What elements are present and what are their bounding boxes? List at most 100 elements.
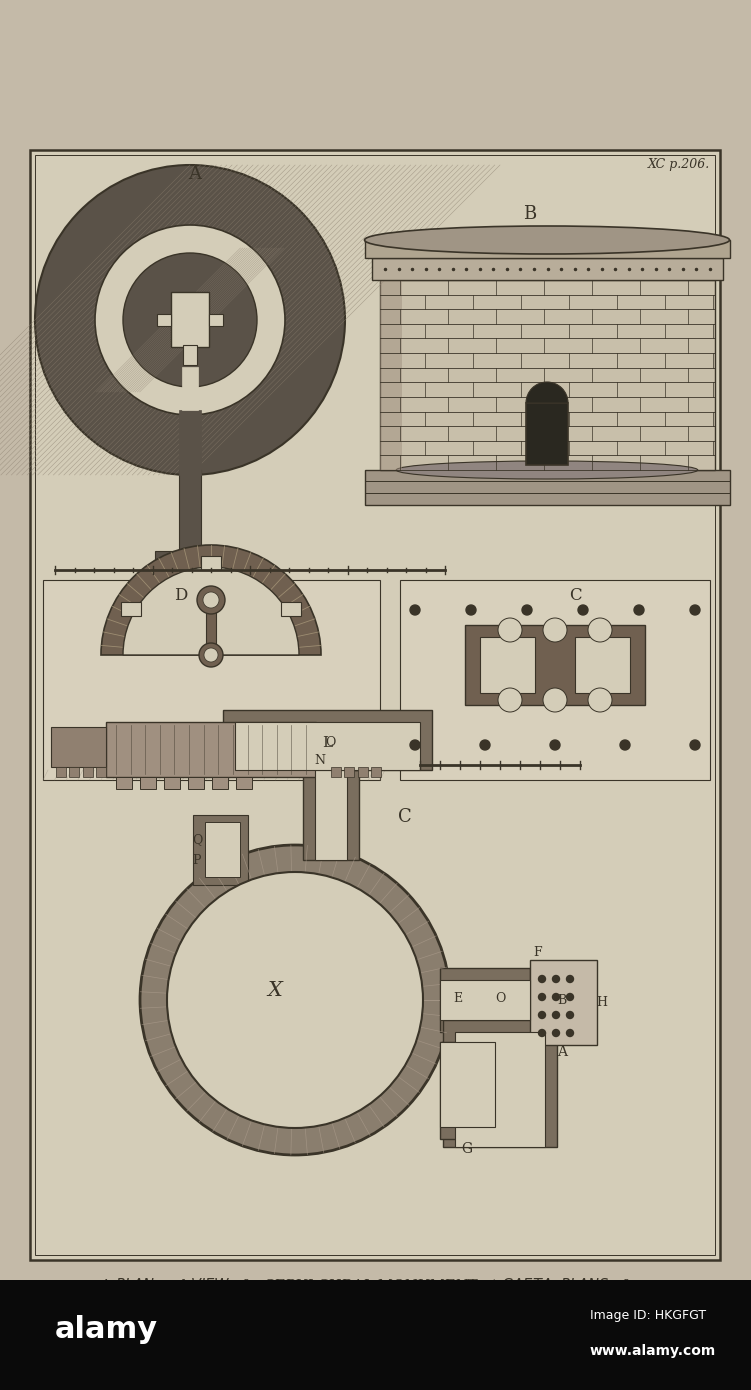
Circle shape bbox=[95, 225, 285, 416]
Circle shape bbox=[543, 688, 567, 712]
Text: XC p.206.: XC p.206. bbox=[648, 158, 710, 171]
Bar bbox=[83, 767, 92, 777]
Bar bbox=[96, 767, 106, 777]
Circle shape bbox=[566, 1030, 574, 1037]
Circle shape bbox=[410, 739, 420, 751]
Circle shape bbox=[35, 165, 345, 475]
Circle shape bbox=[199, 644, 223, 667]
Bar bbox=[155, 550, 225, 563]
Bar bbox=[0, 1280, 751, 1390]
Circle shape bbox=[538, 976, 545, 983]
Bar bbox=[380, 279, 715, 470]
Bar bbox=[236, 777, 252, 790]
Bar bbox=[443, 1020, 557, 1147]
Circle shape bbox=[620, 739, 630, 751]
Bar bbox=[331, 767, 341, 777]
Bar bbox=[43, 580, 380, 780]
Wedge shape bbox=[526, 382, 568, 403]
Text: A: A bbox=[557, 1045, 567, 1059]
Bar bbox=[365, 470, 730, 505]
Polygon shape bbox=[380, 279, 402, 470]
Bar bbox=[122, 602, 141, 616]
Text: N: N bbox=[315, 753, 325, 766]
Circle shape bbox=[553, 1030, 559, 1037]
Circle shape bbox=[588, 688, 612, 712]
Bar bbox=[480, 637, 535, 694]
Text: A $\mathit{PLAN}$ and $\mathit{VIEW}$ of a SEPULCHRAL MONUMENT at $\mathit{GAETA: A $\mathit{PLAN}$ and $\mathit{VIEW}$ of… bbox=[100, 1276, 650, 1294]
Circle shape bbox=[553, 976, 559, 983]
Circle shape bbox=[140, 845, 450, 1155]
Circle shape bbox=[550, 739, 560, 751]
Text: B: B bbox=[557, 994, 566, 1006]
Bar bbox=[530, 960, 597, 1045]
Circle shape bbox=[553, 994, 559, 1001]
Circle shape bbox=[566, 1012, 574, 1019]
Text: E: E bbox=[454, 991, 463, 1005]
Bar bbox=[51, 727, 106, 767]
Bar bbox=[157, 314, 171, 327]
Bar bbox=[303, 770, 359, 860]
Text: alamy: alamy bbox=[55, 1315, 158, 1344]
Bar bbox=[106, 721, 316, 777]
Circle shape bbox=[543, 619, 567, 642]
Circle shape bbox=[566, 994, 574, 1001]
Bar bbox=[526, 403, 568, 466]
Ellipse shape bbox=[397, 461, 698, 480]
Bar bbox=[209, 314, 223, 327]
Circle shape bbox=[690, 739, 700, 751]
Bar bbox=[465, 626, 645, 705]
Text: L: L bbox=[322, 735, 332, 751]
Circle shape bbox=[538, 1030, 545, 1037]
Bar bbox=[205, 821, 240, 877]
Bar bbox=[455, 1031, 545, 1147]
Bar bbox=[400, 580, 710, 780]
Text: Q: Q bbox=[192, 834, 202, 847]
Circle shape bbox=[466, 605, 476, 614]
Bar bbox=[179, 470, 201, 555]
Circle shape bbox=[197, 587, 225, 614]
Circle shape bbox=[538, 994, 545, 1001]
Bar bbox=[183, 345, 197, 366]
Circle shape bbox=[167, 872, 423, 1129]
Circle shape bbox=[538, 1012, 545, 1019]
Circle shape bbox=[588, 619, 612, 642]
Circle shape bbox=[410, 605, 420, 614]
Ellipse shape bbox=[364, 227, 729, 254]
Circle shape bbox=[203, 592, 219, 607]
Bar bbox=[116, 777, 132, 790]
Bar bbox=[326, 727, 381, 767]
Bar bbox=[182, 367, 198, 410]
Bar bbox=[440, 1042, 507, 1138]
Bar bbox=[575, 637, 630, 694]
Bar bbox=[281, 602, 300, 616]
Bar bbox=[193, 815, 248, 885]
Bar bbox=[30, 150, 720, 1259]
Text: C: C bbox=[398, 808, 412, 826]
Bar bbox=[440, 980, 530, 1020]
Text: F: F bbox=[534, 945, 542, 959]
Bar bbox=[140, 777, 156, 790]
Bar bbox=[371, 767, 381, 777]
Circle shape bbox=[480, 739, 490, 751]
Text: D: D bbox=[174, 587, 188, 605]
Circle shape bbox=[634, 605, 644, 614]
Bar bbox=[357, 767, 368, 777]
Bar bbox=[179, 410, 201, 475]
Text: ANTIENT BAGNIO at $\mathit{ROME}$, and of fome $\mathit{RUINS}$ at $\mathit{AUGS: ANTIENT BAGNIO at $\mathit{ROME}$, and o… bbox=[158, 1300, 593, 1318]
Circle shape bbox=[204, 648, 218, 662]
Bar bbox=[212, 777, 228, 790]
Bar bbox=[164, 777, 180, 790]
Text: B: B bbox=[523, 204, 537, 222]
Circle shape bbox=[553, 1012, 559, 1019]
Circle shape bbox=[498, 688, 522, 712]
Text: P: P bbox=[193, 853, 201, 866]
Circle shape bbox=[690, 605, 700, 614]
Bar bbox=[206, 600, 216, 655]
Bar bbox=[223, 710, 432, 770]
Bar bbox=[344, 767, 354, 777]
Circle shape bbox=[498, 619, 522, 642]
Text: O: O bbox=[325, 735, 335, 748]
Bar bbox=[201, 556, 221, 570]
Text: H: H bbox=[596, 997, 608, 1009]
Text: www.alamy.com: www.alamy.com bbox=[590, 1344, 716, 1358]
